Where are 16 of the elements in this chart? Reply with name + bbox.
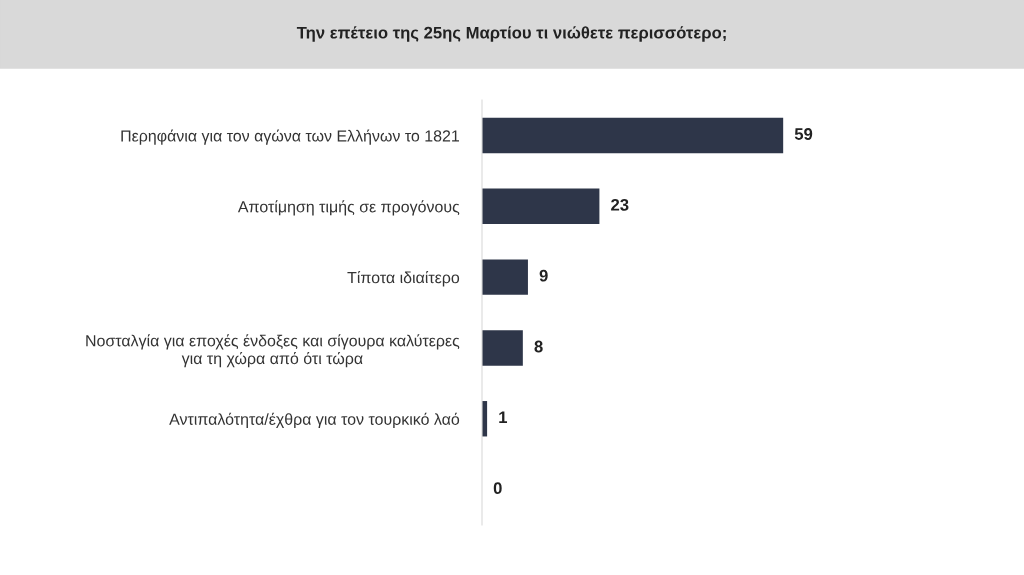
y-tick-label: Νοσταλγία για εποχές ένδοξες και σίγουρα καλύτερες για τη χώρα από ότι τώρα: [86, 334, 460, 368]
bar: [482, 259, 528, 295]
data-label: 8: [534, 340, 543, 353]
data-label: 1: [499, 411, 508, 424]
data-label: 59: [794, 128, 813, 140]
y-tick-label: Τίποτα ιδιαίτερο: [347, 271, 460, 287]
bar: [482, 188, 600, 224]
bar: [482, 117, 784, 154]
data-label: 9: [539, 269, 548, 282]
bar: [482, 330, 523, 366]
y-tick-label: Περηφάνια για τον αγώνα των Ελλήνων το 1821: [121, 129, 460, 145]
chart-title: Την επέτειο της 25ης Μαρτίου τι νιώθετε περισσότερο;: [296, 26, 726, 42]
data-label: 0: [493, 482, 502, 495]
y-tick-label: Αντιπαλότητα/έχθρα για τον τουρκικό λαό: [169, 412, 460, 429]
data-label: 23: [611, 198, 629, 211]
y-tick-label: Αποτίμηση τιμής σε προγόνους: [237, 200, 460, 216]
